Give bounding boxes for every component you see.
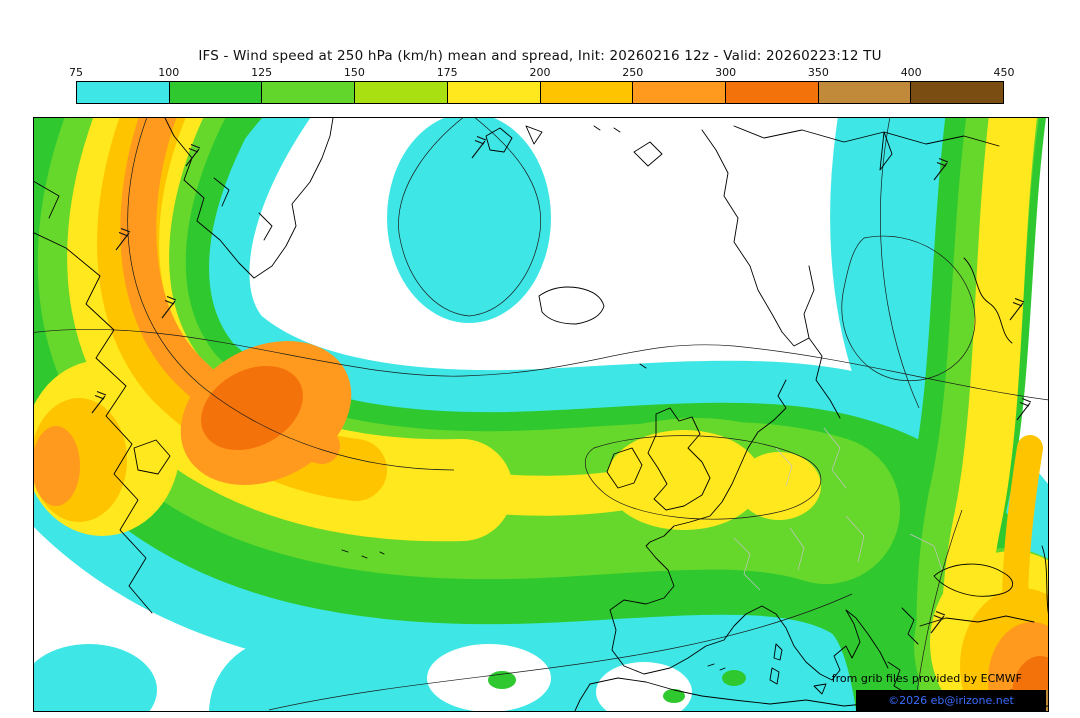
colorbar-segment xyxy=(447,82,541,103)
coast-iceland xyxy=(538,286,605,325)
coast-morocco xyxy=(574,683,591,711)
coast-denmark xyxy=(773,379,787,421)
data-source-credit: from grib files provided by ECMWF xyxy=(831,672,1022,685)
colorbar-tick: 100 xyxy=(158,66,180,79)
island-balearics xyxy=(707,663,726,671)
colorbar-tick: 250 xyxy=(622,66,644,79)
colorbar-tick: 125 xyxy=(251,66,273,79)
coast-scandinavia xyxy=(701,129,841,419)
coast-greece xyxy=(887,661,907,694)
coast-britain xyxy=(647,407,711,511)
map-frame: from grib files provided by ECMWF ©2026 … xyxy=(33,117,1049,712)
mean-contour-lines xyxy=(34,118,1048,711)
colorbar-tick: 200 xyxy=(529,66,551,79)
coast-balkans xyxy=(845,609,889,669)
map-canvas xyxy=(34,118,1048,711)
colorbar-tick: 300 xyxy=(715,66,737,79)
island-sicily xyxy=(813,683,827,695)
coastlines xyxy=(34,118,1048,711)
colorbar-tick: 150 xyxy=(343,66,365,79)
country-borders xyxy=(733,427,943,591)
colorbar-tick: 75 xyxy=(69,66,83,79)
coast-turkey xyxy=(919,615,1035,627)
coast-canada xyxy=(34,232,153,614)
colorbar-segment xyxy=(169,82,263,103)
colorbar-segment xyxy=(540,82,634,103)
colorbar-segment xyxy=(355,82,448,103)
colorbar-segment xyxy=(911,82,1004,103)
colorbar-segment xyxy=(818,82,912,103)
colorbar-segments xyxy=(76,81,1004,104)
colorbar-segment xyxy=(725,82,819,103)
coast-black-sea xyxy=(933,563,1013,597)
colorbar-tick: 350 xyxy=(807,66,829,79)
colorbar-segment xyxy=(633,82,726,103)
colorbar-tick: 450 xyxy=(993,66,1015,79)
wind-barbs xyxy=(91,135,1032,634)
colorbar-tick: 175 xyxy=(436,66,458,79)
coast-ireland xyxy=(606,447,643,489)
island-faroes xyxy=(639,363,647,369)
copyright-strip: ©2026 eb@irizone.net xyxy=(856,690,1046,711)
island-azores xyxy=(341,549,385,559)
coast-greenland xyxy=(164,118,334,279)
island-svalbard xyxy=(485,127,513,153)
coast-aegean xyxy=(901,607,919,645)
colorbar: 75 100 125 150 175 200 250 300 350 400 450 xyxy=(69,66,1015,104)
colorbar-tick: 400 xyxy=(900,66,922,79)
island-corsica xyxy=(773,643,783,661)
colorbar-segment xyxy=(77,82,170,103)
colorbar-segment xyxy=(262,82,356,103)
colorbar-ticks: 75 100 125 150 175 200 250 300 350 400 450 xyxy=(69,66,1015,80)
page-title: IFS - Wind speed at 250 hPa (km/h) mean … xyxy=(198,48,882,64)
island-sardinia xyxy=(769,667,780,685)
coast-western-europe xyxy=(609,419,861,681)
coast-arctic-russia xyxy=(733,125,1000,171)
coast-caspian xyxy=(1041,545,1048,615)
coast-newfoundland xyxy=(133,439,171,475)
copyright-text: ©2026 eb@irizone.net xyxy=(888,694,1014,707)
